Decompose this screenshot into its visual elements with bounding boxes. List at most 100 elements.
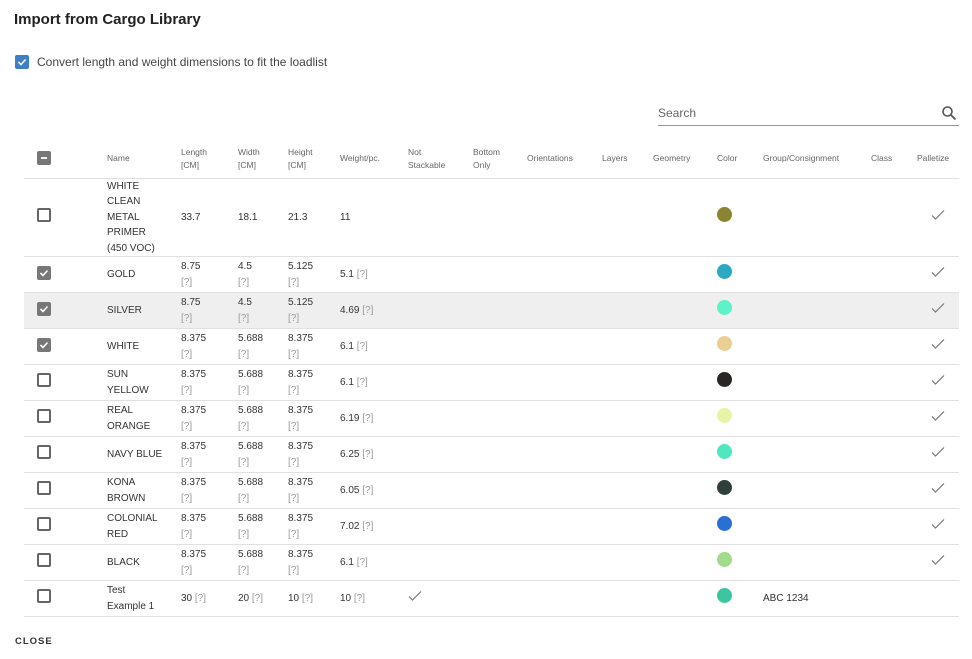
row-checkbox[interactable] — [37, 444, 51, 459]
help-link[interactable]: [?] — [288, 456, 300, 468]
column-header[interactable]: Weight/pc. — [340, 153, 381, 164]
help-link[interactable]: [?] — [362, 484, 374, 496]
convert-dimensions-checkbox[interactable]: Convert length and weight dimensions to … — [15, 55, 327, 69]
row-checkbox[interactable] — [37, 552, 51, 567]
help-link[interactable]: [?] — [362, 304, 374, 316]
help-link[interactable]: [?] — [194, 592, 207, 604]
row-checkbox[interactable] — [37, 588, 51, 603]
table-row[interactable]: NAVY BLUE 8.375 [?] 5.688 [?] 8.375 [?] 6.2… — [24, 436, 959, 473]
help-link[interactable]: [?] — [356, 376, 368, 388]
help-link[interactable]: [?] — [288, 348, 300, 360]
row-checkbox[interactable] — [37, 337, 51, 352]
help-link[interactable]: [?] — [181, 276, 193, 288]
class-cell — [871, 256, 917, 293]
layers-cell — [602, 580, 653, 617]
column-header[interactable]: Class — [871, 153, 893, 164]
not-stackable-cell — [408, 177, 473, 257]
table-row[interactable]: SUN YELLOW 8.375 [?] 5.688 [?] 8.375 [?] 6.… — [24, 364, 959, 401]
help-link[interactable]: [?] — [251, 592, 264, 604]
search-input[interactable] — [658, 105, 928, 120]
help-link[interactable]: [?] — [238, 312, 250, 324]
column-header[interactable]: Palletize — [917, 153, 950, 164]
help-link[interactable]: [?] — [238, 528, 250, 540]
help-link[interactable]: [?] — [181, 312, 193, 324]
weight-cell: 6.25 [?] — [340, 436, 408, 473]
row-checkbox[interactable] — [37, 516, 51, 531]
column-header[interactable]: Group/Consignment — [763, 153, 840, 164]
table-row[interactable]: WHITE 8.375 [?] 5.688 [?] 8.375 [?] 6.1 [?] — [24, 328, 959, 365]
check-icon — [931, 410, 945, 425]
row-checkbox[interactable] — [37, 301, 51, 316]
help-link[interactable]: [?] — [362, 412, 374, 424]
row-checkbox[interactable] — [37, 207, 51, 222]
width-cell: 5.688 [?] — [238, 364, 288, 401]
column-header[interactable]: Orientations — [527, 153, 573, 164]
table-row[interactable]: BLACK 8.375 [?] 5.688 [?] 8.375 [?] 6.1 [?] — [24, 544, 959, 581]
search-icon[interactable] — [941, 105, 957, 121]
help-link[interactable]: [?] — [356, 268, 368, 280]
color-swatch — [717, 300, 732, 316]
close-button[interactable]: CLOSE — [15, 636, 53, 647]
table-row[interactable]: COLONIAL RED 8.375 [?] 5.688 [?] 8.375 [?] … — [24, 508, 959, 545]
length-cell: 8.375 [?] — [181, 508, 238, 545]
column-header[interactable]: Name — [107, 153, 130, 164]
table-row[interactable]: WHITE CLEAN METAL PRIMER (450 VOC) 33.7 … — [24, 177, 959, 257]
help-link[interactable]: [?] — [181, 492, 193, 504]
table-row[interactable]: REAL ORANGE 8.375 [?] 5.688 [?] 8.375 [?] 6… — [24, 400, 959, 437]
column-header[interactable]: Length [CM] — [181, 146, 207, 170]
width-cell: 20 [?] — [238, 580, 288, 617]
table-row[interactable]: GOLD 8.75 [?] 4.5 [?] 5.125 [?] 5.1 [?] — [24, 256, 959, 293]
help-link[interactable]: [?] — [181, 384, 193, 396]
row-checkbox[interactable] — [37, 265, 51, 280]
column-header[interactable]: Geometry — [653, 153, 691, 164]
help-link[interactable]: [?] — [362, 448, 374, 460]
not-stackable-cell — [408, 544, 473, 581]
help-link[interactable]: [?] — [238, 564, 250, 576]
help-link[interactable]: [?] — [238, 348, 250, 360]
cargo-table: Name Length [CM] Width [CM] Height [CM] Weight/… — [24, 140, 959, 617]
row-checkbox[interactable] — [37, 480, 51, 495]
help-link[interactable]: [?] — [356, 340, 368, 352]
help-link[interactable]: [?] — [181, 456, 193, 468]
column-header[interactable]: Not Stackable — [408, 146, 446, 170]
help-link[interactable]: [?] — [288, 420, 300, 432]
column-header[interactable]: Height [CM] — [288, 146, 313, 170]
help-link[interactable]: [?] — [288, 276, 300, 288]
help-link[interactable]: [?] — [288, 312, 300, 324]
column-header[interactable]: Width [CM] — [238, 146, 260, 170]
help-link[interactable]: [?] — [356, 556, 368, 568]
help-link[interactable]: [?] — [181, 528, 193, 540]
help-link[interactable]: [?] — [238, 492, 250, 504]
help-link[interactable]: [?] — [238, 456, 250, 468]
select-all-checkbox[interactable] — [37, 150, 51, 165]
table-row[interactable]: KONA BROWN 8.375 [?] 5.688 [?] 8.375 [?] 6.… — [24, 472, 959, 509]
checkbox-checked-icon[interactable] — [15, 55, 29, 69]
help-link[interactable]: [?] — [238, 384, 250, 396]
color-cell — [717, 364, 763, 401]
help-link[interactable]: [?] — [362, 520, 374, 532]
table-row[interactable]: SILVER 8.75 [?] 4.5 [?] 5.125 [?] 4.69 [?] — [24, 292, 959, 329]
class-cell — [871, 400, 917, 437]
bottom-only-cell — [473, 292, 527, 329]
help-link[interactable]: [?] — [288, 492, 300, 504]
help-link[interactable]: [?] — [238, 420, 250, 432]
column-header[interactable]: Color — [717, 153, 738, 164]
help-link[interactable]: [?] — [288, 528, 300, 540]
help-link[interactable]: [?] — [301, 592, 314, 604]
row-checkbox[interactable] — [37, 372, 51, 387]
help-link[interactable]: [?] — [181, 564, 193, 576]
palletize-cell — [917, 256, 959, 293]
geometry-cell — [653, 292, 717, 329]
help-link[interactable]: [?] — [181, 420, 193, 432]
table-row[interactable]: Test Example 1 30 [?] 20 [?] 10 [?] 10 [… — [24, 580, 959, 617]
help-link[interactable]: [?] — [181, 348, 193, 360]
help-link[interactable]: [?] — [288, 384, 300, 396]
search-field[interactable] — [658, 100, 959, 126]
help-link[interactable]: [?] — [353, 592, 366, 604]
help-link[interactable]: [?] — [288, 564, 300, 576]
row-checkbox[interactable] — [37, 408, 51, 423]
column-header[interactable]: Layers — [602, 153, 628, 164]
help-link[interactable]: [?] — [238, 276, 250, 288]
column-header[interactable]: Bottom Only — [473, 146, 500, 170]
height-cell: 8.375 [?] — [288, 544, 340, 581]
